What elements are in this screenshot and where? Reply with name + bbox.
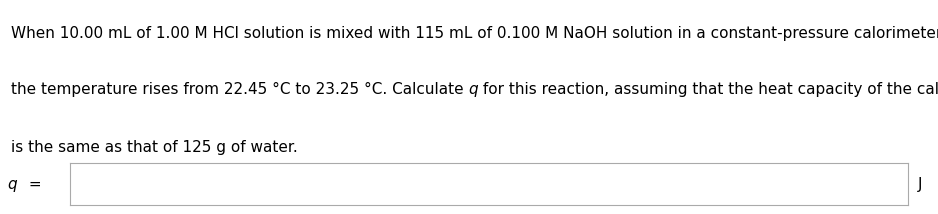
Text: for this reaction, assuming that the heat capacity of the calorimeter: for this reaction, assuming that the hea…	[478, 82, 938, 97]
Text: is the same as that of 125 g of water.: is the same as that of 125 g of water.	[11, 140, 298, 155]
Text: the temperature rises from 22.45 °C to 23.25 °C. Calculate: the temperature rises from 22.45 °C to 2…	[11, 82, 469, 97]
Text: q: q	[8, 177, 17, 192]
Text: J: J	[917, 177, 922, 192]
Text: =: =	[24, 177, 42, 192]
Text: q: q	[469, 82, 478, 97]
Text: When 10.00 mL of 1.00 M HCl solution is mixed with 115 mL of 0.100 M NaOH soluti: When 10.00 mL of 1.00 M HCl solution is …	[11, 26, 938, 41]
